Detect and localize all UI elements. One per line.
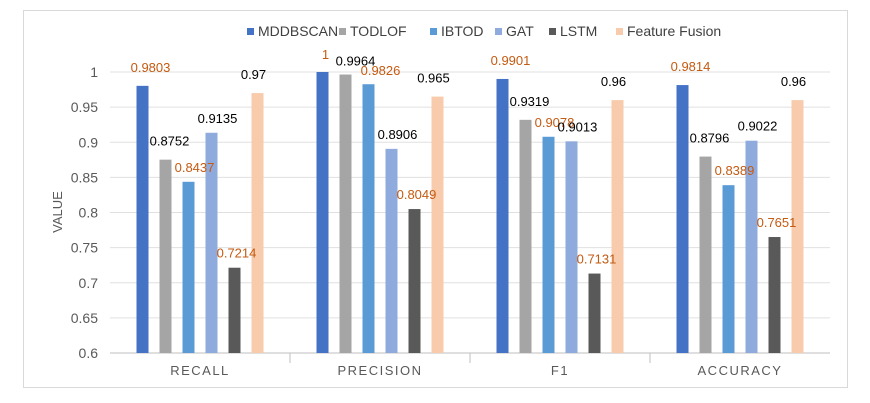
data-label: 0.965 [417, 71, 450, 86]
bar [251, 93, 264, 353]
bar [205, 132, 218, 353]
legend-swatch [495, 28, 502, 35]
data-label: 0.96 [781, 74, 806, 89]
y-tick-label: 1 [90, 64, 98, 80]
data-label: 0.9013 [558, 119, 598, 134]
bar [339, 74, 352, 354]
data-label: 0.9901 [491, 53, 531, 68]
data-label: 0.7651 [757, 215, 797, 230]
data-label: 0.8437 [175, 160, 215, 175]
y-tick-label: 0.7 [79, 275, 99, 291]
bar [699, 156, 712, 353]
y-tick-label: 0.75 [71, 240, 98, 256]
legend-label: TODLOF [350, 23, 407, 39]
bar [228, 267, 241, 353]
data-label: 0.8049 [397, 187, 437, 202]
bar [722, 185, 735, 353]
legend-label: IBTOD [441, 23, 484, 39]
legend-swatch [549, 28, 556, 35]
bar [182, 181, 195, 353]
legend-label: LSTM [560, 23, 597, 39]
x-category-label: ACCURACY [698, 363, 783, 378]
data-label: 0.9135 [198, 111, 238, 126]
bar [496, 78, 509, 354]
data-label: 0.9078 [535, 115, 575, 130]
bar [408, 209, 421, 353]
data-label: 0.9826 [361, 63, 401, 78]
y-tick-label: 0.85 [71, 169, 98, 185]
bar [316, 72, 329, 353]
y-tick-label: 0.8 [79, 205, 99, 221]
legend-swatch [616, 28, 623, 35]
legend-swatch [247, 28, 254, 35]
bar [565, 141, 578, 353]
data-label: 0.8796 [690, 131, 730, 146]
data-label: 0.9814 [671, 59, 711, 74]
data-label: 0.9803 [131, 60, 171, 75]
x-category-label: PRECISION [337, 363, 422, 378]
x-category-label: RECALL [170, 363, 230, 378]
data-label: 0.7131 [577, 252, 617, 267]
bar [542, 136, 555, 353]
bar [611, 100, 624, 353]
legend-label: Feature Fusion [627, 23, 721, 39]
bar [588, 273, 601, 353]
data-label: 0.9319 [510, 94, 550, 109]
bar [159, 159, 172, 353]
bar [768, 237, 781, 353]
bar [745, 140, 758, 353]
legend-swatch [430, 28, 437, 35]
data-label: 1 [322, 47, 329, 62]
y-tick-label: 0.9 [79, 134, 99, 150]
bar [791, 100, 804, 353]
data-label: 0.9022 [738, 119, 778, 134]
y-axis-label: VALUE [50, 191, 65, 233]
data-label: 0.8389 [715, 163, 755, 178]
y-tick-label: 0.6 [79, 345, 99, 361]
y-tick-label: 0.65 [71, 310, 98, 326]
data-label: 0.9964 [336, 54, 376, 69]
bar [136, 85, 149, 354]
y-tick-label: 0.95 [71, 99, 98, 115]
data-label: 0.97 [241, 67, 266, 82]
legend-label: GAT [506, 23, 534, 39]
data-label: 0.8906 [378, 127, 418, 142]
legend-swatch [339, 28, 346, 35]
x-category-label: F1 [551, 363, 569, 378]
bar [431, 96, 444, 354]
legend-label: MDDBSCAN [258, 23, 338, 39]
data-label: 0.7214 [217, 246, 257, 261]
data-label: 0.8752 [150, 134, 190, 149]
bar [362, 84, 375, 353]
data-label: 0.96 [601, 74, 626, 89]
bar [385, 148, 398, 353]
bar [519, 119, 532, 354]
bar [676, 85, 689, 353]
